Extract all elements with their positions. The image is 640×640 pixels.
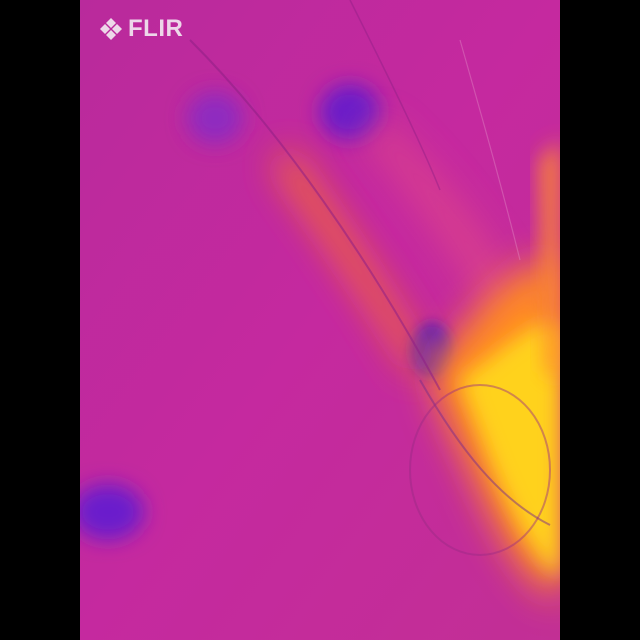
thermal-scene <box>80 0 560 640</box>
edge-line-2 <box>349 0 441 191</box>
edge-line-4 <box>419 379 551 526</box>
thermal-image <box>80 0 560 640</box>
flir-logo: FLIR <box>100 14 183 44</box>
hot-core <box>460 320 560 580</box>
cold-spot-top-left <box>187 92 243 144</box>
warm-streak-left <box>275 150 425 375</box>
flir-diamond-logo-icon <box>100 18 122 40</box>
flir-logo-text: FLIR <box>128 15 184 42</box>
cold-spot-bottom-left <box>80 484 144 540</box>
edge-line-3 <box>459 39 521 261</box>
cold-spot-top-center <box>320 84 380 140</box>
hot-right-edge <box>540 140 560 380</box>
edge-line-1 <box>189 39 441 391</box>
object-outline <box>409 384 551 556</box>
